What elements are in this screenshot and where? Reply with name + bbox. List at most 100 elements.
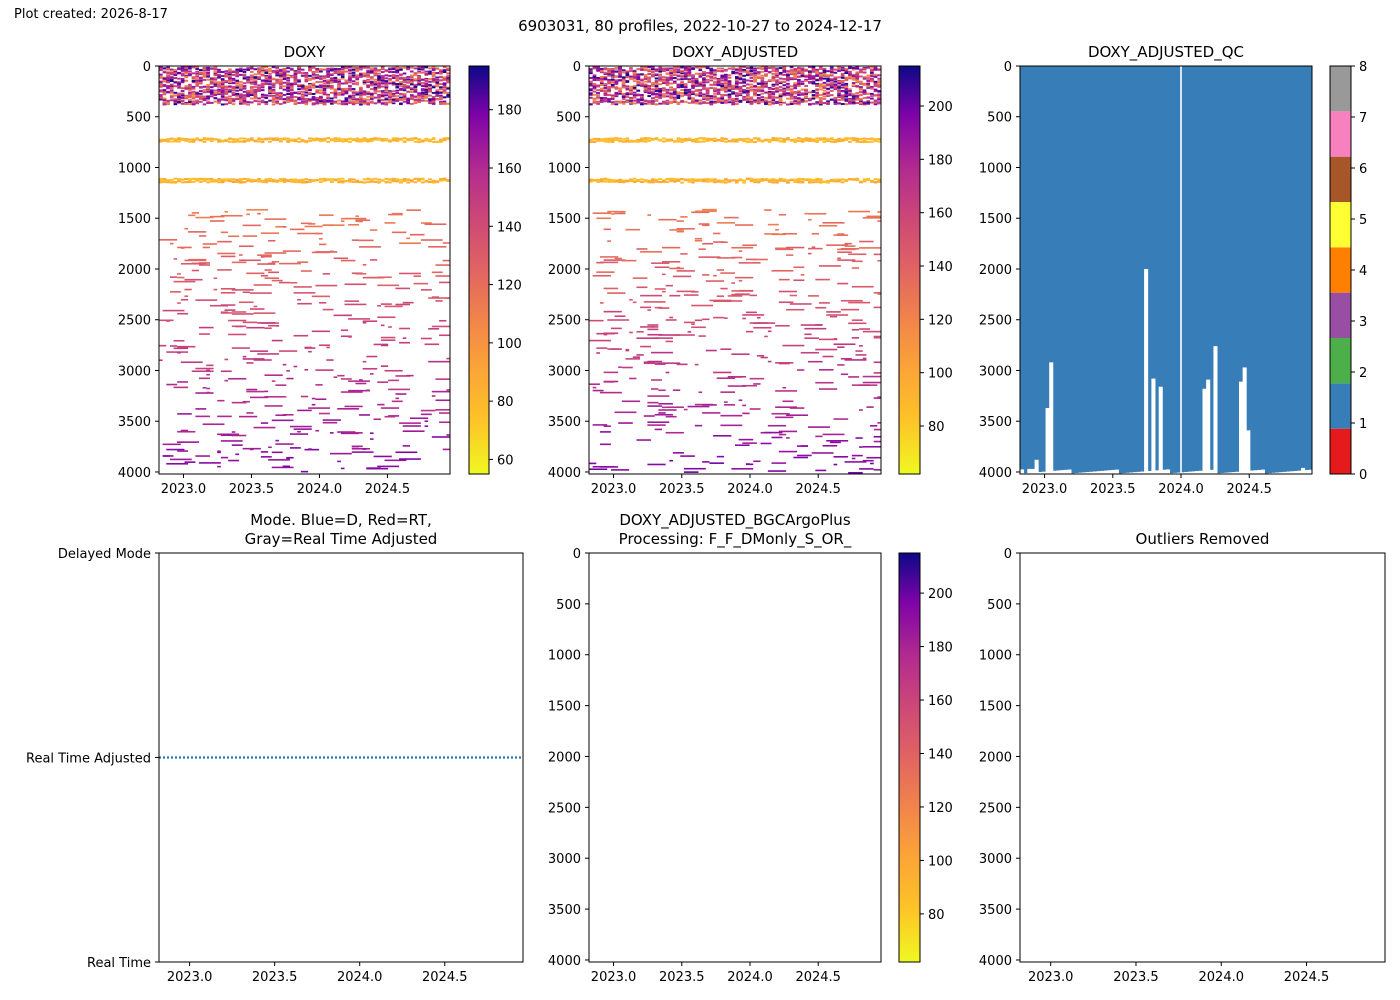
heatmap-cell: [446, 95, 450, 98]
heatmap-cell: [435, 90, 440, 93]
heatmap-cell: [169, 80, 174, 83]
heatmap-cell: [249, 75, 254, 78]
heatmap-cell: [162, 179, 167, 182]
heatmap-cell: [651, 100, 655, 103]
heatmap-cell: [420, 222, 432, 224]
heatmap-cell: [862, 180, 867, 183]
heatmap-cell: [362, 66, 367, 69]
heatmap-cell: [629, 100, 633, 103]
heatmap-cell: [745, 137, 750, 140]
heatmap-cell: [694, 77, 699, 80]
heatmap-cell: [409, 80, 414, 83]
heatmap-cell: [753, 72, 757, 75]
heatmap-cell: [782, 178, 787, 181]
heatmap-cell: [235, 140, 240, 143]
heatmap-cell: [672, 91, 677, 94]
heatmap-cell: [632, 277, 648, 279]
heatmap-cell: [293, 75, 298, 78]
heatmap-cell: [366, 101, 370, 104]
heatmap-cell: [691, 67, 695, 70]
heatmap-cell: [268, 82, 272, 85]
heatmap-cell: [202, 69, 207, 72]
heatmap-cell: [724, 76, 728, 79]
heatmap-cell: [789, 97, 794, 100]
heatmap-cell: [822, 95, 827, 98]
heatmap-cell: [340, 181, 345, 184]
heatmap-cell: [402, 85, 407, 88]
heatmap-cell: [366, 69, 370, 72]
heatmap-cell: [775, 139, 779, 142]
heatmap-cell: [279, 68, 283, 71]
heatmap-cell: [640, 73, 644, 76]
heatmap-cell: [282, 465, 290, 468]
heatmap-cell: [859, 99, 863, 102]
heatmap-cell: [213, 288, 218, 291]
heatmap-cell: [220, 178, 225, 181]
heatmap-cell: [618, 100, 622, 103]
heatmap-cell: [749, 66, 754, 69]
heatmap-cell: [607, 100, 611, 103]
heatmap-cell: [662, 76, 666, 79]
heatmap-cell: [822, 68, 827, 71]
heatmap-cell: [257, 84, 261, 87]
heatmap-cell: [271, 260, 280, 263]
heatmap-cell: [177, 441, 200, 443]
heatmap-cell: [188, 95, 192, 98]
heatmap-cell: [246, 90, 250, 93]
heatmap-cell: [315, 85, 320, 88]
heatmap-cell: [388, 94, 392, 97]
heatmap-cell: [231, 103, 236, 106]
heatmap-cell: [873, 80, 878, 83]
heatmap-cell: [767, 330, 772, 333]
heatmap-cell: [753, 80, 757, 83]
heatmap-cell: [713, 87, 717, 90]
heatmap-cell: [340, 140, 345, 143]
heatmap-cell: [797, 101, 801, 104]
heatmap-cell: [599, 139, 604, 142]
heatmap-cell: [599, 84, 604, 87]
heatmap-cell: [640, 67, 644, 70]
heatmap-cell: [293, 292, 316, 294]
heatmap-cell: [767, 95, 772, 98]
heatmap-cell: [640, 66, 644, 69]
heatmap-cell: [713, 92, 717, 95]
heatmap-cell: [180, 79, 185, 82]
heatmap-cell: [709, 178, 714, 181]
heatmap-cell: [333, 101, 338, 104]
heatmap-cell: [235, 98, 240, 101]
heatmap-cell: [406, 75, 410, 78]
heatmap-cell: [159, 95, 163, 98]
heatmap-cell: [264, 181, 269, 184]
heatmap-cell: [749, 83, 754, 86]
heatmap-cell: [771, 79, 776, 82]
heatmap-cell: [286, 377, 294, 380]
heatmap-cell: [337, 91, 341, 94]
heatmap-cell: [745, 92, 750, 95]
heatmap-cell: [855, 75, 860, 78]
heatmap-cell: [592, 93, 597, 96]
heatmap-cell: [264, 390, 269, 393]
heatmap-cell: [866, 66, 871, 69]
heatmap-cell: [738, 73, 743, 76]
heatmap-cell: [862, 178, 867, 181]
heatmap-cell: [654, 70, 659, 73]
heatmap-cell: [753, 383, 761, 385]
heatmap-cell: [727, 86, 732, 89]
heatmap-cell: [800, 74, 805, 77]
heatmap-cell: [235, 325, 243, 328]
heatmap-cell: [782, 84, 787, 87]
heatmap-cell: [428, 83, 432, 86]
heatmap-cell: [859, 86, 863, 89]
heatmap-cell: [177, 178, 181, 181]
heatmap-cell: [629, 70, 633, 73]
heatmap-cell: [851, 137, 856, 140]
heatmap-cell: [738, 66, 743, 69]
heatmap-cell: [333, 178, 338, 181]
heatmap-cell: [877, 81, 881, 84]
heatmap-cell: [373, 177, 378, 180]
heatmap-cell: [877, 93, 881, 96]
heatmap-cell: [249, 81, 254, 84]
heatmap-cell: [209, 177, 214, 180]
heatmap-cells: [589, 66, 881, 474]
heatmap-cell: [235, 86, 240, 89]
